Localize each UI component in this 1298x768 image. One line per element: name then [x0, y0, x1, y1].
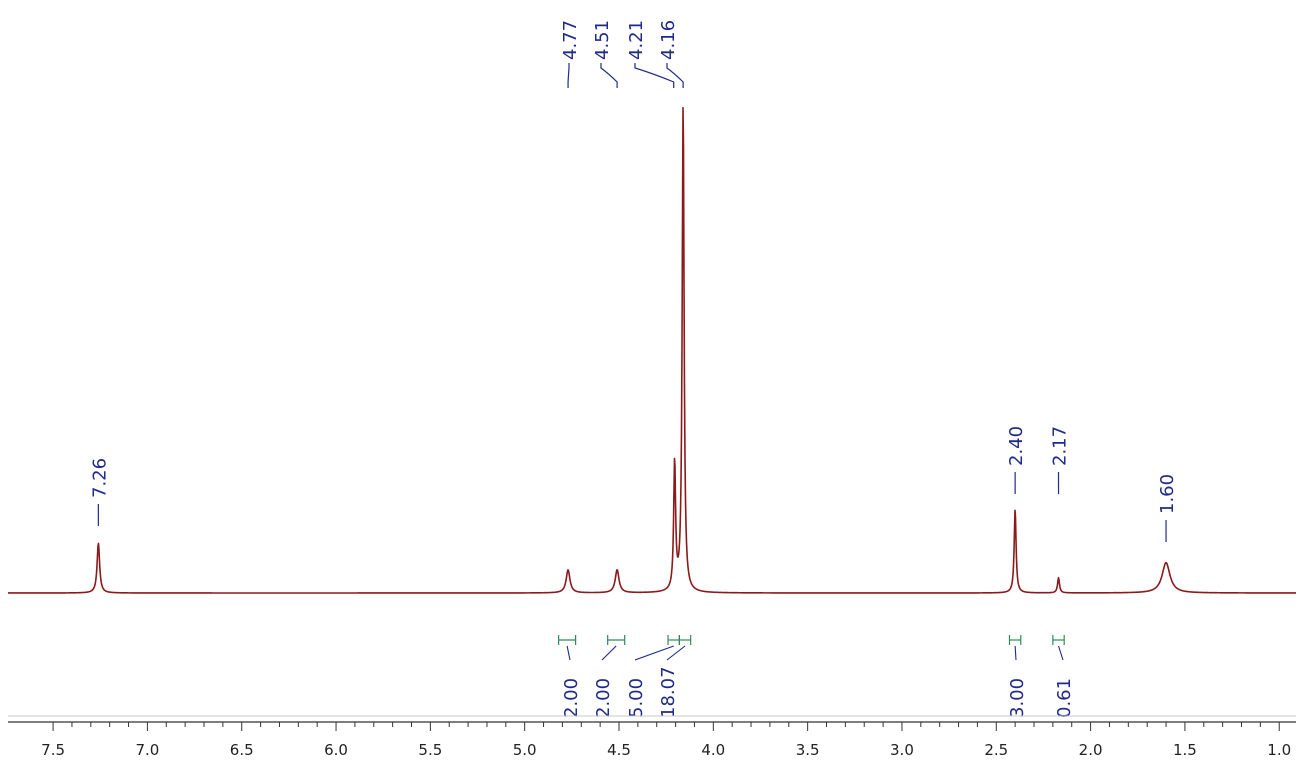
integral-5: 0.61 — [1052, 635, 1075, 718]
x-tick-label: 5.0 — [513, 741, 537, 759]
integral-1: 2.00 — [593, 635, 626, 718]
x-tick-label: 3.5 — [796, 741, 820, 759]
peak-label-connector — [666, 63, 684, 88]
x-tick-label: 7.5 — [41, 741, 65, 759]
x-tick-label: 4.5 — [607, 741, 631, 759]
peak-label-connector — [634, 63, 675, 88]
integral-4: 3.00 — [1007, 635, 1028, 718]
peak-label-4.51: 4.51 — [592, 20, 618, 88]
x-tick-label: 2.5 — [984, 741, 1008, 759]
peak-label-text: 4.21 — [626, 20, 647, 60]
integral-connector — [1057, 645, 1064, 661]
peak-label-text: 4.51 — [592, 20, 613, 60]
peak-label-2.17: 2.17 — [1050, 426, 1071, 494]
integral-value: 3.00 — [1007, 678, 1028, 718]
peak-label-4.16: 4.16 — [658, 20, 684, 88]
x-axis: 7.5 7.0 6.5 6.0 5.5 5.0 4.5 4.0 3.5 3.0 2.5 2.0 1.5 1… — [8, 715, 1296, 759]
x-tick-label: 3.0 — [890, 741, 914, 759]
x-tick-label: 6.0 — [324, 741, 348, 759]
peak-labels: 7.26 4.77 4.51 4.21 4.16 2.40 2.17 1.60 — [89, 20, 1178, 542]
peak-label-4.77: 4.77 — [560, 20, 581, 88]
peak-label-2.40: 2.40 — [1006, 426, 1027, 494]
integral-0: 2.00 — [558, 635, 582, 718]
peak-label-text: 7.26 — [89, 458, 110, 498]
integral-value: 2.00 — [561, 678, 582, 718]
x-tick-label: 5.5 — [418, 741, 442, 759]
integral-connector — [634, 645, 674, 661]
integral-connector — [1014, 645, 1017, 661]
peak-label-connector — [567, 63, 570, 88]
spectrum-plot — [7, 106, 1297, 594]
peak-label-7.26: 7.26 — [89, 458, 110, 526]
integral-regions: 2.00 2.00 5.00 18.07 3.00 0.61 — [558, 635, 1075, 718]
integral-value: 0.61 — [1054, 678, 1075, 718]
x-tick-label: 1.5 — [1173, 741, 1197, 759]
peak-label-text: 1.60 — [1157, 474, 1178, 514]
x-tick-label: 2.0 — [1079, 741, 1103, 759]
integral-2: 5.00 — [626, 635, 680, 718]
peak-label-text: 2.40 — [1006, 426, 1027, 466]
peak-label-text: 4.77 — [560, 20, 581, 60]
x-tick-label: 1.0 — [1267, 741, 1291, 759]
integral-3: 18.07 — [658, 635, 692, 718]
integral-value: 18.07 — [658, 666, 679, 718]
peak-label-text: 4.16 — [658, 20, 679, 60]
peak-label-connector — [600, 63, 618, 88]
integral-connector — [601, 645, 617, 661]
peak-label-1.60: 1.60 — [1157, 474, 1178, 542]
integral-connector — [566, 645, 571, 661]
spectrum-trace — [7, 106, 1297, 594]
peak-label-text: 2.17 — [1050, 426, 1071, 466]
x-tick-label: 7.0 — [135, 741, 159, 759]
integral-value: 5.00 — [626, 678, 647, 718]
x-tick-label: 6.5 — [230, 741, 254, 759]
integral-connector — [666, 645, 686, 661]
peak-label-4.21: 4.21 — [626, 20, 675, 88]
integral-value: 2.00 — [593, 678, 614, 718]
x-tick-label: 4.0 — [701, 741, 725, 759]
